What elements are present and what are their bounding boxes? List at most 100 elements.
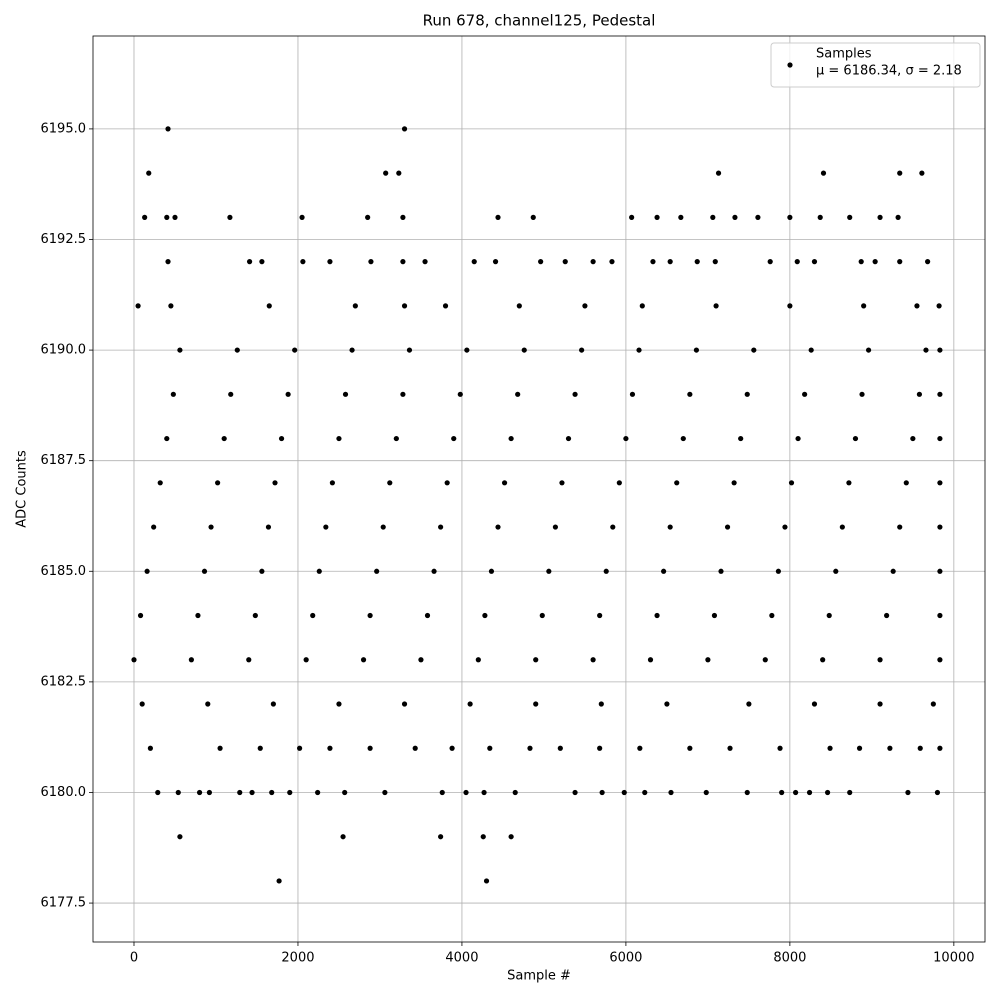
data-point [257, 745, 263, 751]
data-point [442, 303, 449, 309]
data-point [131, 657, 137, 663]
data-point [680, 435, 686, 442]
x-tick-label: 8000 [773, 951, 806, 966]
data-point [937, 657, 943, 663]
data-point [597, 745, 603, 751]
data-point [895, 214, 901, 220]
y-tick-label: 6185.0 [41, 564, 87, 579]
data-point [323, 524, 329, 530]
data-point [903, 480, 909, 486]
data-point [661, 568, 667, 574]
data-point [820, 657, 826, 663]
data-point [221, 435, 227, 442]
data-point [738, 435, 744, 442]
data-point [852, 435, 859, 442]
data-point [629, 391, 636, 397]
data-point [481, 789, 487, 796]
data-point [237, 789, 243, 796]
data-point [937, 480, 943, 486]
data-point [188, 657, 194, 663]
legend-note: μ = 6186.34, σ = 2.18 [816, 64, 962, 79]
data-point [802, 391, 808, 397]
data-point [285, 391, 291, 397]
legend: Samples μ = 6186.34, σ = 2.18 [770, 42, 981, 88]
data-point [259, 568, 265, 574]
data-point [155, 789, 161, 796]
data-point [769, 612, 775, 619]
data-point [512, 789, 518, 796]
legend-label: Samples [816, 47, 872, 62]
data-point [269, 789, 275, 796]
data-point [316, 568, 322, 574]
chart-title: Run 678, channel125, Pedestal [423, 12, 656, 30]
data-point [266, 303, 272, 309]
data-point [412, 745, 418, 751]
data-point [846, 480, 852, 486]
data-point [687, 745, 693, 751]
data-point [201, 568, 208, 574]
data-point [623, 435, 629, 442]
data-point [817, 214, 823, 220]
data-point [449, 745, 455, 751]
data-point [137, 612, 144, 619]
data-point [787, 303, 793, 309]
data-point [492, 259, 499, 265]
data-point [327, 745, 333, 751]
data-point [422, 259, 428, 265]
data-point [937, 568, 943, 574]
data-point [767, 259, 773, 265]
data-point [521, 347, 527, 353]
data-point [310, 612, 316, 619]
y-tick-label: 6190.0 [41, 343, 87, 358]
data-point [265, 524, 272, 530]
data-point [582, 303, 588, 309]
data-point [808, 347, 814, 353]
data-point [270, 701, 276, 707]
data-point [151, 524, 157, 530]
data-point [546, 568, 552, 574]
data-point [336, 435, 342, 442]
data-point [438, 834, 444, 840]
data-point [467, 701, 473, 707]
data-point [654, 612, 660, 619]
y-tick-label: 6180.0 [41, 785, 87, 800]
data-point [488, 568, 495, 574]
data-point [480, 834, 486, 840]
data-point [228, 391, 234, 397]
data-point [495, 214, 501, 220]
data-point [794, 259, 800, 265]
data-point [215, 480, 221, 486]
data-point [516, 303, 522, 309]
data-point [647, 657, 654, 663]
data-point [572, 789, 578, 796]
data-point [146, 170, 152, 176]
data-point [527, 745, 533, 751]
data-point [559, 480, 565, 486]
data-point [396, 170, 402, 176]
data-point [342, 391, 349, 397]
data-point [272, 480, 278, 486]
data-point [732, 214, 738, 220]
data-point [276, 878, 282, 884]
data-point [336, 701, 342, 707]
data-point [177, 834, 183, 840]
data-point [177, 347, 183, 353]
data-point [278, 435, 285, 442]
data-point [937, 745, 943, 751]
data-point [562, 259, 568, 265]
data-point [329, 480, 335, 486]
data-point [609, 259, 615, 265]
data-point [387, 480, 393, 486]
data-point [315, 789, 321, 796]
data-point [937, 435, 943, 442]
data-point [367, 745, 373, 751]
data-point [839, 524, 845, 530]
data-point [827, 745, 833, 751]
data-point [693, 347, 700, 353]
data-point [401, 126, 408, 132]
data-point [861, 303, 867, 309]
data-point [401, 303, 408, 309]
data-point [246, 657, 252, 663]
data-point [538, 259, 544, 265]
data-point [859, 391, 865, 397]
